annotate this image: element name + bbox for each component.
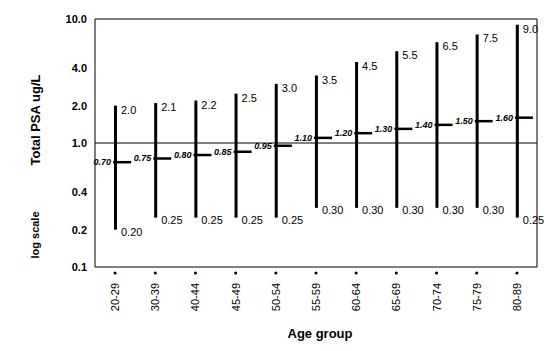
- svg-text:9.0: 9.0: [523, 23, 538, 35]
- svg-text:0.75: 0.75: [134, 153, 153, 163]
- svg-text:3.0: 3.0: [282, 82, 297, 94]
- svg-text:80-89: 80-89: [511, 283, 523, 311]
- html-text:Age group: Age group: [287, 325, 353, 341]
- svg-text:1.10: 1.10: [294, 133, 312, 143]
- svg-text:2.1: 2.1: [161, 101, 176, 113]
- svg-text:3.5: 3.5: [322, 74, 337, 86]
- svg-text:65-69: 65-69: [390, 283, 402, 311]
- svg-text:1.30: 1.30: [375, 124, 393, 134]
- svg-text:0.95: 0.95: [254, 141, 273, 151]
- svg-text:0.85: 0.85: [214, 147, 233, 157]
- svg-text:0.70: 0.70: [94, 157, 112, 167]
- svg-text:0.30: 0.30: [402, 204, 423, 216]
- svg-text:2.0: 2.0: [72, 100, 87, 112]
- svg-text:2.2: 2.2: [201, 99, 216, 111]
- svg-text:45-49: 45-49: [230, 283, 242, 311]
- svg-text:0.30: 0.30: [442, 204, 463, 216]
- svg-text:0.80: 0.80: [174, 150, 192, 160]
- svg-text:60-64: 60-64: [350, 283, 362, 311]
- svg-text:40-44: 40-44: [189, 283, 201, 311]
- svg-text:0.25: 0.25: [282, 214, 303, 226]
- svg-text:1.50: 1.50: [455, 116, 473, 126]
- svg-text:0.30: 0.30: [483, 204, 504, 216]
- svg-text:7.5: 7.5: [483, 32, 498, 44]
- svg-text:0.25: 0.25: [161, 214, 182, 226]
- svg-text:30-39: 30-39: [149, 283, 161, 311]
- svg-text:0.4: 0.4: [72, 186, 88, 198]
- svg-text:0.25: 0.25: [201, 214, 222, 226]
- svg-text:0.30: 0.30: [362, 204, 383, 216]
- svg-text:2.5: 2.5: [242, 92, 257, 104]
- svg-text:10.0: 10.0: [66, 13, 87, 25]
- svg-text:5.5: 5.5: [402, 49, 417, 61]
- svg-text:1.40: 1.40: [415, 120, 433, 130]
- svg-text:1.60: 1.60: [495, 113, 513, 123]
- svg-text:70-74: 70-74: [431, 283, 443, 311]
- svg-text:20-29: 20-29: [109, 283, 121, 311]
- svg-text:55-59: 55-59: [310, 283, 322, 311]
- svg-text:6.5: 6.5: [442, 40, 457, 52]
- svg-text:4.5: 4.5: [362, 60, 377, 72]
- svg-text:75-79: 75-79: [471, 283, 483, 311]
- svg-text:2.0: 2.0: [121, 104, 136, 116]
- svg-text:1.20: 1.20: [335, 128, 353, 138]
- svg-text:0.1: 0.1: [72, 261, 87, 273]
- html-text:Total PSA ug/L: Total PSA ug/L: [27, 74, 43, 166]
- svg-text:50-54: 50-54: [270, 283, 282, 311]
- svg-text:0.2: 0.2: [72, 224, 87, 236]
- svg-text:4.0: 4.0: [72, 62, 87, 74]
- svg-text:0.25: 0.25: [523, 214, 544, 226]
- svg-text:0.25: 0.25: [242, 214, 263, 226]
- svg-text:0.30: 0.30: [322, 204, 343, 216]
- svg-text:0.20: 0.20: [121, 226, 142, 238]
- html-text:log scale: log scale: [29, 211, 41, 259]
- svg-text:1.0: 1.0: [72, 137, 87, 149]
